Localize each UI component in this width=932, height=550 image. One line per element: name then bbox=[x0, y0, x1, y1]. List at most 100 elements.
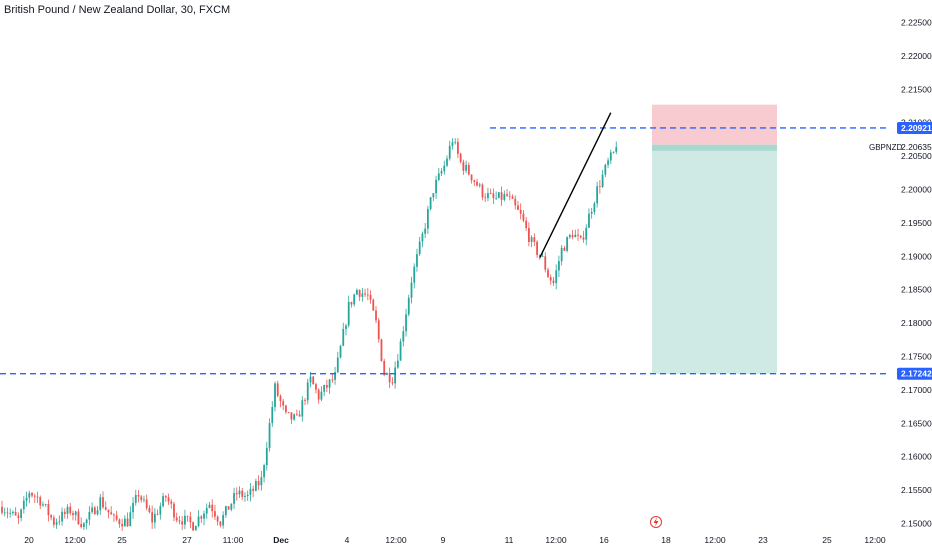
lightning-icon[interactable] bbox=[650, 516, 662, 528]
candle bbox=[470, 174, 473, 181]
candle bbox=[380, 339, 383, 362]
candle bbox=[61, 511, 63, 522]
candle bbox=[12, 511, 14, 513]
candle bbox=[189, 516, 192, 523]
candle bbox=[432, 193, 435, 198]
candle bbox=[222, 515, 225, 526]
time-tick-label: 11 bbox=[505, 535, 514, 545]
candle bbox=[134, 494, 137, 503]
time-tick-label: 27 bbox=[182, 535, 192, 545]
price-tick-label: 2.19500 bbox=[901, 218, 932, 228]
candle bbox=[214, 511, 216, 517]
drawing-layer[interactable] bbox=[0, 112, 890, 375]
trend-line[interactable] bbox=[539, 112, 612, 258]
time-tick-label: 11:00 bbox=[223, 535, 244, 545]
candle bbox=[519, 209, 522, 214]
candle bbox=[416, 254, 418, 267]
price-axis[interactable]: 2.15000 2.15500 2.16000 2.16500 2.17000 2.175… bbox=[869, 18, 932, 529]
candle bbox=[93, 507, 96, 515]
candle bbox=[508, 195, 511, 197]
candle bbox=[538, 254, 541, 257]
candle bbox=[115, 515, 118, 520]
candle bbox=[342, 329, 345, 346]
candle bbox=[566, 237, 569, 251]
candle bbox=[216, 516, 219, 522]
candle bbox=[558, 261, 560, 271]
take-profit-zone[interactable] bbox=[652, 144, 777, 374]
candle bbox=[175, 517, 178, 521]
time-tick-label: 25 bbox=[117, 535, 127, 545]
candle bbox=[72, 513, 74, 516]
candle bbox=[25, 497, 28, 501]
position-tool[interactable] bbox=[652, 104, 777, 374]
price-tick-label: 2.20000 bbox=[901, 185, 932, 195]
candle bbox=[173, 503, 175, 518]
candle bbox=[77, 511, 80, 525]
candle bbox=[347, 301, 350, 326]
candle bbox=[91, 507, 93, 512]
time-tick-label: 12:00 bbox=[385, 535, 407, 545]
candle bbox=[547, 269, 549, 278]
chart-title: British Pound / New Zealand Dollar, 30, … bbox=[4, 4, 230, 16]
candle bbox=[339, 345, 342, 358]
candle bbox=[137, 494, 140, 497]
candle bbox=[375, 310, 377, 321]
candle bbox=[473, 180, 476, 182]
stop-loss-zone[interactable] bbox=[652, 104, 777, 145]
candle bbox=[69, 506, 72, 514]
candle bbox=[14, 511, 17, 516]
candle bbox=[462, 161, 465, 171]
candle bbox=[424, 228, 427, 234]
candle bbox=[31, 492, 33, 496]
candle bbox=[552, 280, 555, 283]
candle bbox=[544, 256, 547, 270]
time-tick-label: 20 bbox=[24, 535, 34, 545]
candle bbox=[560, 247, 563, 262]
candle bbox=[487, 193, 489, 199]
candle bbox=[102, 497, 104, 508]
time-axis[interactable]: 20 12:00 25 27 11:00 Dec 4 12:00 9 11 12:00 16 18 12:… bbox=[24, 535, 886, 545]
candle bbox=[194, 525, 197, 531]
candle bbox=[192, 522, 194, 531]
candle bbox=[429, 197, 432, 210]
candle bbox=[443, 165, 446, 172]
candle bbox=[388, 373, 391, 383]
candle bbox=[208, 504, 211, 508]
candle bbox=[99, 497, 102, 511]
candle bbox=[129, 512, 132, 527]
candle bbox=[593, 203, 596, 212]
price-line-tag[interactable] bbox=[897, 121, 932, 134]
candle bbox=[601, 174, 604, 187]
candle bbox=[197, 516, 200, 526]
candle bbox=[555, 270, 558, 283]
candle bbox=[200, 516, 203, 519]
candle bbox=[306, 382, 309, 401]
candle bbox=[361, 293, 364, 297]
candle bbox=[312, 376, 315, 385]
candle bbox=[459, 153, 462, 162]
candle bbox=[186, 515, 189, 517]
candle bbox=[514, 198, 517, 206]
candle bbox=[249, 488, 252, 495]
candle bbox=[233, 493, 235, 504]
candle bbox=[6, 512, 9, 514]
candle bbox=[42, 504, 44, 506]
candle bbox=[358, 289, 361, 297]
candle bbox=[489, 193, 492, 194]
candle bbox=[377, 320, 380, 340]
candle bbox=[39, 497, 42, 506]
symbol-label: GBPNZD bbox=[869, 143, 903, 152]
candle bbox=[254, 481, 257, 491]
candle bbox=[457, 141, 459, 154]
candle bbox=[582, 237, 585, 240]
candle bbox=[484, 197, 487, 199]
candle bbox=[530, 237, 533, 243]
candle bbox=[325, 385, 328, 388]
candle bbox=[500, 192, 503, 200]
candles-layer bbox=[1, 138, 618, 532]
candle bbox=[467, 164, 470, 175]
candle bbox=[238, 490, 241, 495]
price-line-tag[interactable] bbox=[897, 367, 932, 380]
candle bbox=[203, 513, 205, 519]
